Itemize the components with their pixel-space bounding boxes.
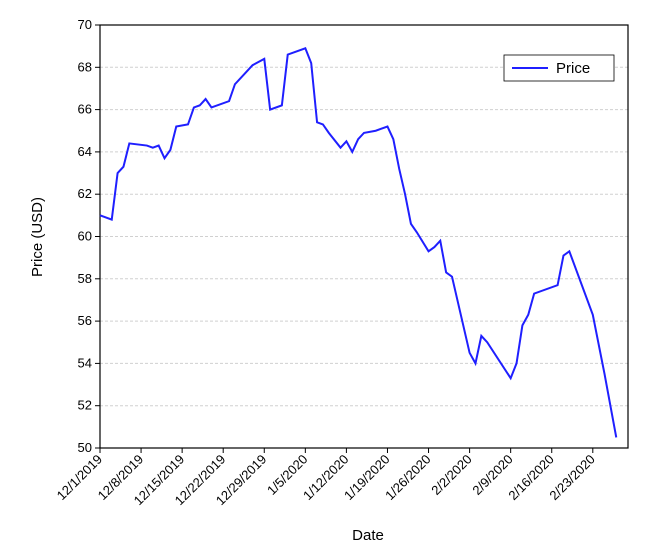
x-tick-label: 1/26/2020 [382,452,434,504]
y-tick-label: 62 [78,186,92,201]
y-tick-label: 58 [78,271,92,286]
y-tick-label: 68 [78,59,92,74]
y-tick-label: 56 [78,313,92,328]
x-tick-label: 2/2/2020 [428,452,474,498]
y-axis-label: Price (USD) [29,197,46,277]
legend-label: Price [556,60,590,77]
y-tick-label: 70 [78,17,92,32]
price-line [99,46,618,438]
y-tick-label: 54 [78,355,92,370]
y-tick-label: 50 [78,440,92,455]
y-tick-label: 60 [78,229,92,244]
x-tick-label: 2/23/2020 [546,452,598,504]
y-tick-label: 64 [78,144,92,159]
x-axis-label: Date [352,527,384,544]
y-tick-label: 52 [78,398,92,413]
plot-frame [99,24,629,449]
y-tick-label: 66 [78,102,92,117]
